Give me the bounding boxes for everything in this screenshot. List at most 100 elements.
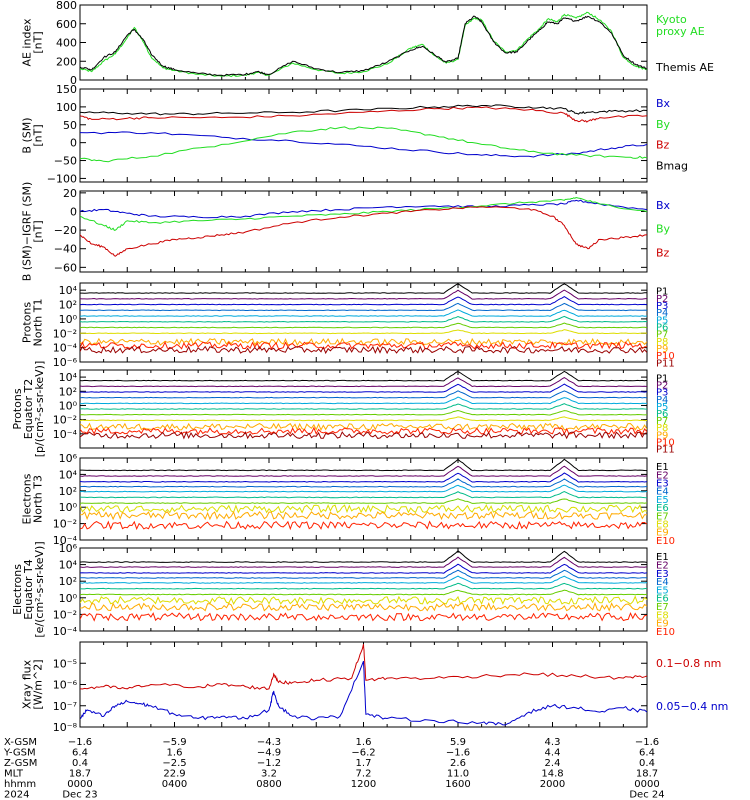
- channel-line-p11: [80, 430, 647, 440]
- y-tick-label: 10⁻⁶: [53, 356, 78, 369]
- ephemeris-value: 0000: [634, 779, 659, 790]
- channel-line-p5: [80, 396, 647, 405]
- legend-label-e6: E6: [656, 594, 669, 605]
- y-tick-label: 400: [56, 37, 77, 50]
- ephemeris-value: 0400: [162, 779, 187, 790]
- ephemeris-value: 1.7: [356, 758, 372, 769]
- legend-label: 0.1−0.8 nm: [656, 657, 721, 670]
- channel-line-e6: [80, 582, 647, 590]
- channel-line-p1: [80, 370, 647, 382]
- panel-frame: [79, 641, 648, 728]
- ephemeris-value: 3.2: [261, 769, 277, 780]
- y-tick-label: 10⁰: [59, 501, 78, 514]
- y-tick-label: 10²: [59, 299, 77, 312]
- legend-label-e9: E9: [656, 619, 669, 630]
- channel-line-e5: [80, 484, 647, 493]
- legend-label-e8: E8: [656, 520, 669, 531]
- legend-label: Bx: [656, 97, 671, 110]
- series-line-bx: [80, 131, 647, 158]
- y-axis-label: Equator T4: [22, 559, 35, 619]
- channel-line-p7: [80, 322, 647, 329]
- channel-line-p6: [80, 403, 647, 410]
- ephemeris-value: −1.6: [68, 737, 92, 748]
- y-axis-label: B (SM): [21, 117, 34, 153]
- ephemeris-value: 7.2: [356, 769, 372, 780]
- y-axis-label: Xray flux: [21, 659, 34, 709]
- y-axis-label: Electrons: [11, 564, 24, 615]
- channel-line-p2: [80, 289, 647, 300]
- channel-line-p10: [80, 426, 647, 436]
- legend-label-p11: P11: [656, 358, 675, 369]
- legend-label-e10: E10: [656, 536, 675, 547]
- legend-label-p4: P4: [656, 395, 668, 406]
- legend-label-e5: E5: [656, 585, 669, 596]
- panel-frame: [79, 88, 648, 183]
- traces: [80, 643, 647, 726]
- y-tick-label: 0: [70, 74, 77, 87]
- legend-label-p2: P2: [656, 381, 668, 392]
- channel-line-p8: [80, 329, 647, 335]
- y-tick-label: 10⁻²: [53, 608, 77, 621]
- series-line-bz: [80, 106, 647, 123]
- ephemeris-value: 4.4: [545, 748, 561, 759]
- legend-label-e4: E4: [656, 577, 669, 588]
- ephemeris-value: 2.4: [545, 758, 561, 769]
- ephemeris-value: −1.2: [257, 758, 281, 769]
- legend-label-p1: P1: [656, 287, 668, 298]
- y-axis-label: [nT]: [32, 31, 45, 53]
- channel-line-e1: [80, 458, 647, 472]
- legend-label-p11: P11: [656, 444, 675, 455]
- legend-label: Bx: [656, 199, 671, 212]
- traces: [80, 196, 647, 257]
- ephemeris-value: −6.2: [351, 748, 375, 759]
- channel-line-e3: [80, 472, 647, 483]
- legend-label-e4: E4: [656, 487, 669, 498]
- channel-line-p8: [80, 416, 647, 422]
- legend-label-e6: E6: [656, 503, 669, 514]
- legend-label-p5: P5: [656, 315, 668, 326]
- traces: [80, 550, 647, 622]
- legend-label: Kyoto: [656, 13, 687, 26]
- panel-8: 10⁻⁵ 10⁻⁶ 10⁻⁷ 10⁻⁸ Xray flux[W/m^2] 0.1−0.8 …: [21, 641, 728, 734]
- series-line-kyoto-proxy-ae: [80, 11, 647, 78]
- ephemeris-row-label: Y-GSM: [3, 748, 36, 759]
- channel-line-e10: [80, 612, 647, 622]
- y-tick-label: 200: [56, 55, 77, 68]
- ephemeris-value: 0.4: [72, 758, 88, 769]
- y-tick-label: 10⁻⁴: [53, 534, 78, 547]
- y-axis-label: Protons: [21, 302, 34, 343]
- ephemeris-value: 4.3: [545, 737, 561, 748]
- ephemeris-value: 14.8: [541, 769, 563, 780]
- y-tick-label: 20: [63, 187, 77, 200]
- y-tick-label: 10⁴: [59, 559, 78, 572]
- y-tick-label: 10⁶: [59, 452, 78, 465]
- legend-label-p6: P6: [656, 409, 668, 420]
- legend-label-p9: P9: [656, 344, 668, 355]
- channel-line-p11: [80, 345, 647, 355]
- channel-line-e8: [80, 504, 647, 514]
- ephemeris-value: 11.0: [447, 769, 469, 780]
- legend-label-e5: E5: [656, 495, 669, 506]
- ephemeris-value: 2000: [540, 779, 565, 790]
- y-tick-label: −40: [54, 243, 77, 256]
- y-tick-label: 10⁻⁴: [53, 342, 78, 355]
- ephemeris-value: 22.9: [163, 769, 185, 780]
- legend-label-e10: E10: [656, 627, 675, 638]
- y-axis-label: [nT]: [32, 220, 45, 242]
- y-tick-label: 800: [56, 0, 77, 12]
- y-tick-label: 10⁻²: [53, 327, 77, 340]
- channel-line-p3: [80, 296, 647, 306]
- y-axis-label: Equator T2: [22, 379, 35, 439]
- legend-label-e1: E1: [656, 462, 669, 473]
- ephemeris-value: 18.7: [69, 769, 91, 780]
- y-axis-label: B (SM)−IGRF (SM): [21, 182, 34, 282]
- y-tick-label: 10⁻²: [53, 414, 77, 427]
- legend-label-p8: P8: [656, 423, 668, 434]
- ephemeris-value: −4.3: [257, 737, 281, 748]
- legend-label-e1: E1: [656, 552, 669, 563]
- ephemeris-value: −2.5: [162, 758, 186, 769]
- legend-label-e2: E2: [656, 560, 669, 571]
- ephemeris-value: 5.9: [450, 737, 466, 748]
- y-tick-label: 10⁴: [59, 371, 78, 384]
